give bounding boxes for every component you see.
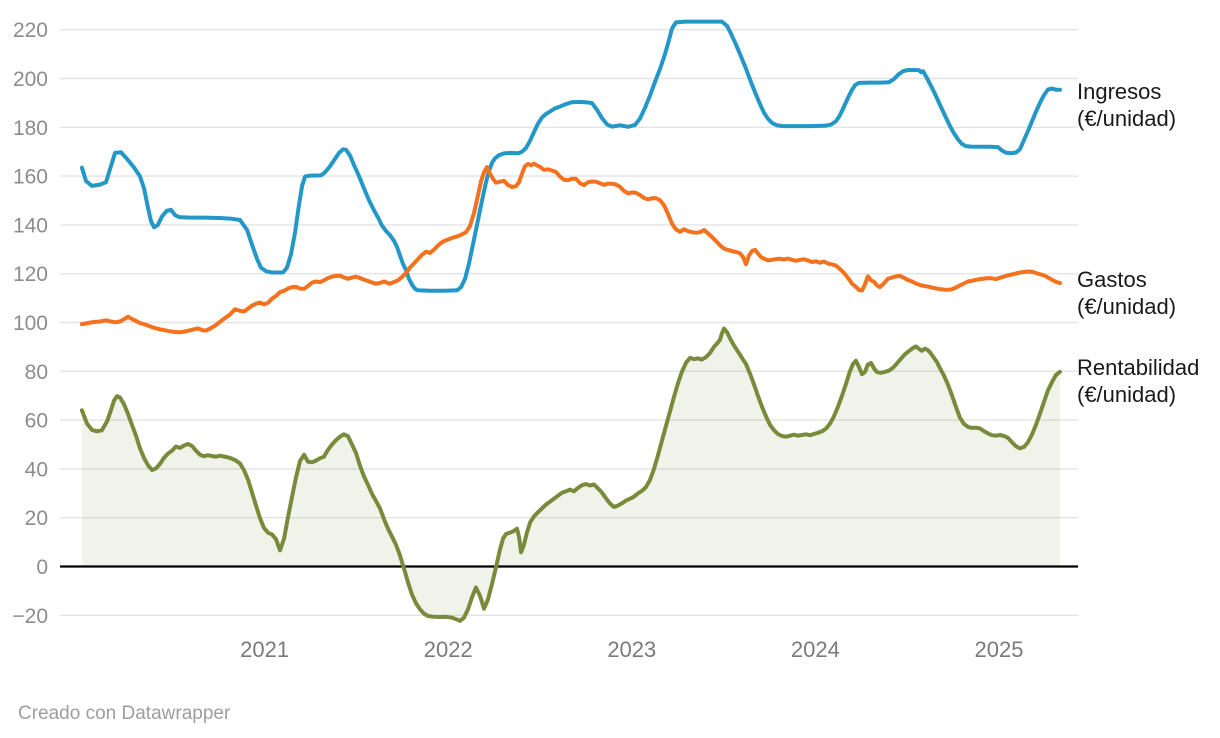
y-tick-label: −20 — [12, 605, 48, 628]
x-tick-label: 2024 — [791, 637, 840, 662]
legend-ingresos-unit: (€/unidad) — [1077, 106, 1177, 131]
legend-rentabilidad: Rentabilidad (€/unidad) — [1077, 354, 1219, 408]
y-tick-label: 180 — [13, 117, 48, 140]
legend-ingresos: Ingresos (€/unidad) — [1077, 78, 1219, 132]
y-tick-label: 80 — [25, 361, 48, 384]
legend-ingresos-label: Ingresos — [1077, 79, 1162, 104]
legend-gastos-label: Gastos — [1077, 267, 1147, 292]
attribution-text: Creado con Datawrapper — [18, 703, 231, 724]
x-tick-label: 2021 — [240, 637, 289, 662]
rentabilidad-line — [79, 326, 1062, 623]
x-tick-label: 2022 — [424, 637, 473, 662]
ingresos-line — [79, 19, 1062, 293]
y-tick-label: 100 — [13, 312, 48, 335]
y-tick-label: 0 — [36, 556, 48, 579]
gastos-line — [79, 161, 1062, 335]
y-tick-label: 140 — [13, 214, 48, 237]
y-tick-label: 40 — [25, 458, 48, 481]
y-tick-label: 160 — [13, 166, 48, 189]
y-tick-label: 20 — [25, 507, 48, 530]
y-tick-label: 200 — [13, 68, 48, 91]
legend-rentabilidad-label: Rentabilidad — [1077, 355, 1200, 380]
legend-rentabilidad-unit: (€/unidad) — [1077, 382, 1177, 407]
y-tick-label: 120 — [13, 263, 48, 286]
y-tick-label: 60 — [25, 410, 48, 433]
legend-gastos: Gastos (€/unidad) — [1077, 266, 1219, 320]
x-tick-label: 2025 — [975, 637, 1024, 662]
x-tick-label: 2023 — [607, 637, 656, 662]
y-tick-label: 220 — [13, 19, 48, 42]
legend-gastos-unit: (€/unidad) — [1077, 294, 1177, 319]
rentabilidad-area — [81, 328, 1060, 621]
